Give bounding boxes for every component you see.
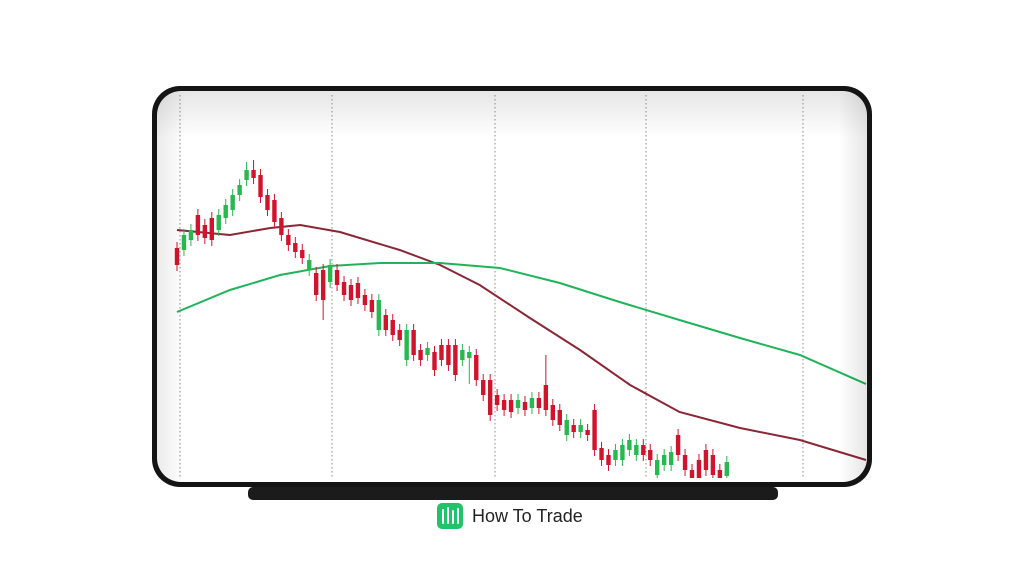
logo-bars: [442, 507, 459, 524]
brand-name: How To Trade: [472, 506, 583, 526]
device-stand: [248, 487, 778, 500]
logo-icon: [437, 503, 463, 529]
screen-glare: [157, 91, 867, 482]
